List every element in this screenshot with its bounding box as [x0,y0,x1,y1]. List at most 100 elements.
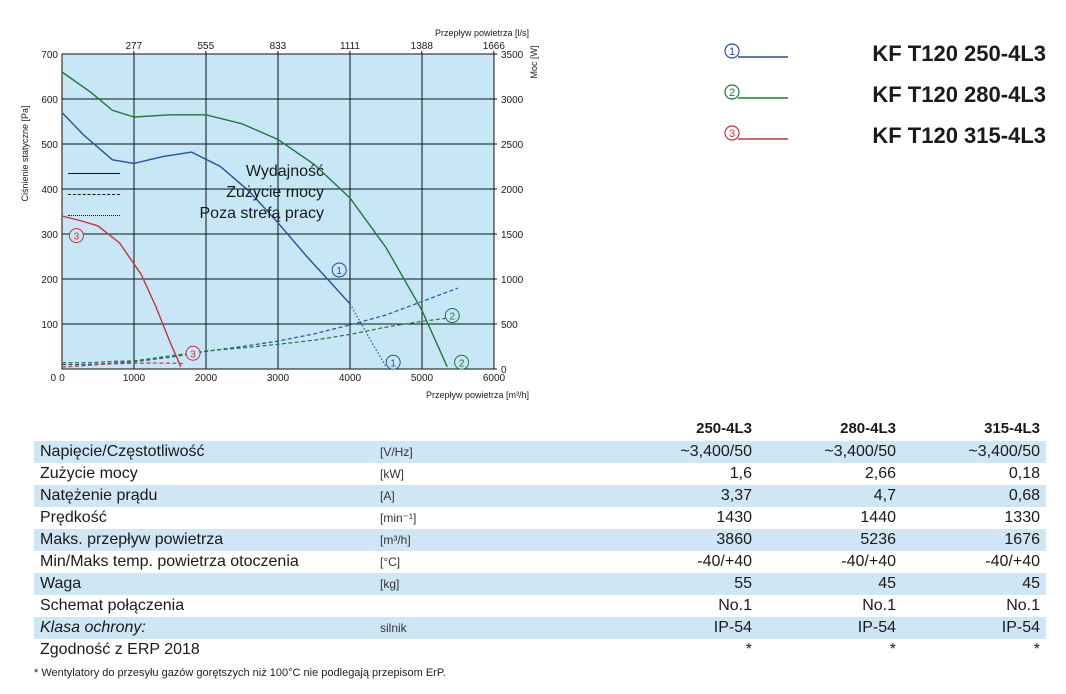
x-axis-label-bottom: Przepływ powietrza [m³/h] [426,390,529,400]
y-tick-label-left: 0 [50,373,56,384]
y-axis-label-left: Ciśnienie statyczne [Pa] [20,105,30,201]
legend-model-250: 1 KF T120 250-4L3 [722,38,1052,79]
header-blank [380,418,456,441]
value-280: 5236 [758,529,902,551]
value-280: * [889,641,896,658]
x-tick-label-bottom: 4000 [339,373,362,384]
value-280: ~3,400/50 [758,441,902,463]
param-name: Klasa ochrony: [34,617,380,639]
param-name: Min/Maks temp. powietrza otoczenia [40,553,299,570]
legend-line-280: 2 [722,83,788,101]
header-blank [34,418,380,441]
y-tick-label-right: 0 [501,365,507,376]
curve-marker-2: 3 [74,232,80,243]
value-250: No.1 [718,597,752,614]
value-280: -40/+40 [841,553,896,570]
legend-model-315: 3 KF T120 315-4L3 [722,120,1052,161]
table-row: Klasa ochrony: silnik IP-54 IP-54 IP-54 [34,617,1046,639]
performance-chart: 0 1000 2000 3000 4000 5000 6000010020030040050… [20,28,539,400]
y-tick-label-left: 700 [41,50,58,61]
value-315: 0,18 [1008,465,1040,482]
y-tick-label-right: 500 [501,320,518,331]
legend-model-280: 2 KF T120 280-4L3 [722,79,1052,120]
y-tick-label-left: 400 [41,185,58,196]
legend-marker-number: 1 [729,46,735,58]
y-tick-label-left: 200 [41,275,58,286]
param-unit [380,639,456,661]
value-250: ~3,400/50 [456,441,758,463]
table-row: Zgodność z ERP 2018 * * * [34,639,1046,661]
x-tick-label-top: 1111 [340,41,360,52]
param-name: Zużycie mocy [40,465,138,482]
curve-marker-0: 1 [336,266,342,277]
value-315: No.1 [1006,597,1040,614]
param-name: Natężenie prądu [34,485,380,507]
param-name: Waga [34,573,380,595]
x-tick-label-bottom: 3000 [267,373,290,384]
param-name: Prędkość [40,509,107,526]
y-tick-label-left: 600 [41,95,58,106]
param-unit [380,595,456,617]
header-model-280: 280-4L3 [840,419,896,437]
table-row: Waga [kg] 55 45 45 [34,573,1046,595]
table-row: Napięcie/Częstotliwość [V/Hz] ~3,400/50 … [34,441,1046,463]
legend-marker-circle [724,84,740,100]
param-unit: [kW] [380,467,404,481]
x-tick-label-top: 1666 [483,41,506,52]
y-tick-label-left: 300 [41,230,58,241]
y-tick-label-right: 2500 [501,140,524,151]
dashed-line-sample [68,194,120,197]
param-unit: [m³/h] [380,529,456,551]
value-280: IP-54 [758,617,902,639]
legend-marker-circle [724,43,740,59]
y-tick-label-right: 2000 [501,185,524,196]
x-tick-label-bottom: 2000 [195,373,218,384]
x-tick-label-top: 277 [125,41,142,52]
value-280: No.1 [862,597,896,614]
line-type-label: Zużycie mocy [226,184,324,201]
value-315: * [1033,641,1040,658]
table-row: Natężenie prądu [A] 3,37 4,7 0,68 [34,485,1046,507]
footnote: * Wentylatory do przesyłu gazów gorętszy… [34,667,446,679]
header-model-315: 315-4L3 [984,419,1040,437]
value-250: IP-54 [456,617,758,639]
param-unit: [A] [380,485,456,507]
table-row: Min/Maks temp. powietrza otoczenia [°C] … [34,551,1046,573]
end-marker-1-circle [454,354,470,370]
param-name: Napięcie/Częstotliwość [34,441,380,463]
end-marker-0-circle [385,354,401,370]
end-marker-2: 3 [190,349,196,360]
dotted-line-sample [68,215,120,218]
line-type-legend: Wydajność Zużycie mocy Poza strefą pracy [68,162,330,225]
end-marker-1: 2 [459,358,465,369]
value-315: 1330 [1004,509,1040,526]
param-name: Zgodność z ERP 2018 [40,641,200,658]
curve-marker-0-circle [331,262,347,278]
y-tick-label-left: 500 [41,140,58,151]
y-tick-label-right: 1500 [501,230,524,241]
value-250: -40/+40 [697,553,752,570]
legend-marker-number: 2 [729,87,735,99]
end-marker-0: 1 [390,358,396,369]
param-unit: [kg] [380,573,456,595]
pressure-curve-1 [61,71,448,368]
value-280: 4,7 [758,485,902,507]
pressure-curve-0 [61,112,351,305]
curve-marker-1-circle [444,308,460,324]
y-tick-label-left: 100 [41,320,58,331]
value-315: ~3,400/50 [902,441,1046,463]
line-type-dotted: Poza strefą pracy [68,204,330,225]
table-row: Maks. przepływ powietrza [m³/h] 3860 523… [34,529,1046,551]
pressure-out-of-range-0 [349,303,387,368]
x-axis-label-top: Przepływ powietrza [l/s] [435,28,529,38]
table-row: Zużycie mocy [kW] 1,6 2,66 0,18 [34,463,1046,485]
pressure-curve-2 [61,215,182,368]
header-model-250: 250-4L3 [696,419,752,437]
model-name-250: KF T120 250-4L3 [872,41,1046,66]
value-315: -40/+40 [985,553,1040,570]
table-row: Schemat połączenia No.1 No.1 No.1 [34,595,1046,617]
power-curve-2 [61,362,185,368]
line-type-label: Wydajność [245,163,324,180]
param-unit: [min⁻¹] [380,511,417,525]
x-tick-label-bottom: 1000 [123,373,146,384]
